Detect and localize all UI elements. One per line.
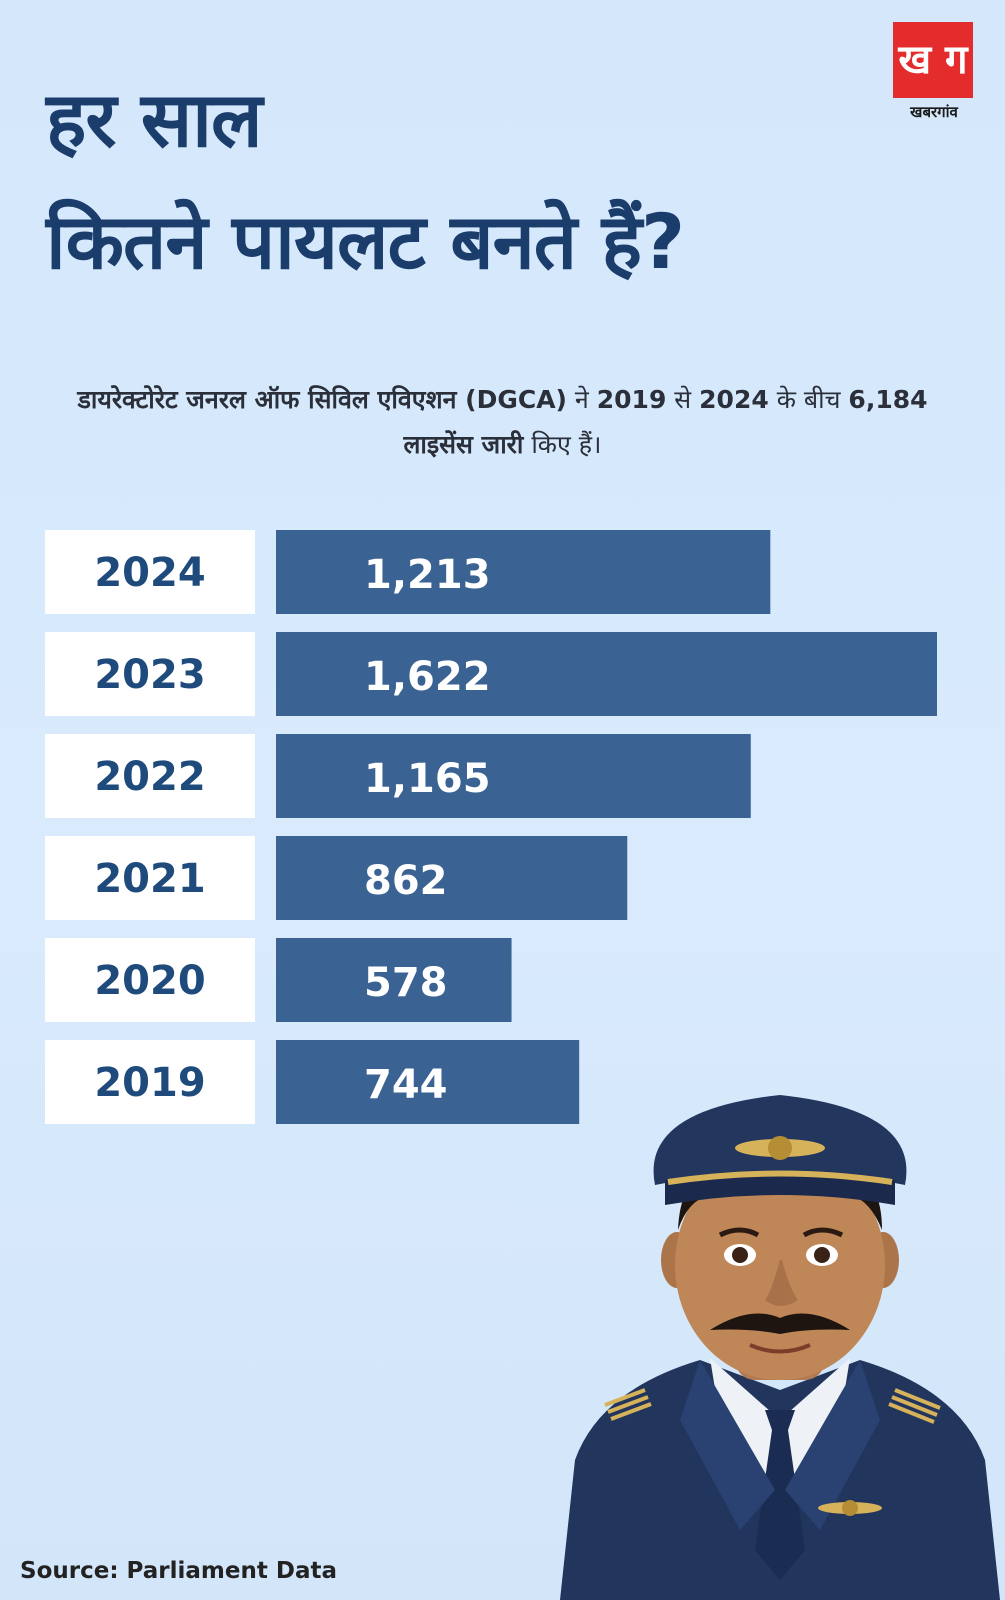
bar-2020 bbox=[276, 938, 512, 1022]
subtitle-year-end: 2024 bbox=[699, 385, 769, 414]
year-label-2022: 2022 bbox=[94, 754, 205, 800]
year-label-2021: 2021 bbox=[94, 856, 205, 902]
value-label-2024: 1,213 bbox=[364, 552, 491, 598]
subtitle-se: से bbox=[666, 385, 700, 414]
subtitle-ne: ने bbox=[566, 385, 597, 414]
year-box-2024 bbox=[45, 530, 255, 614]
subtitle: डायरेक्टोरेट जनरल ऑफ सिविल एविएशन (DGCA)… bbox=[40, 377, 965, 467]
year-box-2023 bbox=[45, 632, 255, 716]
logo-mark: ख ग bbox=[893, 22, 973, 98]
year-label-2024: 2024 bbox=[94, 550, 205, 596]
bar-row-2024: 2024 1,213 bbox=[45, 530, 771, 614]
bar-row-2021: 2021 862 bbox=[45, 836, 628, 920]
year-box-2022 bbox=[45, 734, 255, 818]
subtitle-kiye-hain: किए हैं। bbox=[523, 430, 602, 459]
year-label-2023: 2023 bbox=[94, 652, 205, 698]
year-box-2020 bbox=[45, 938, 255, 1022]
subtitle-year-start: 2019 bbox=[596, 385, 667, 414]
value-label-2023: 1,622 bbox=[364, 654, 491, 700]
source-note: Source: Parliament Data bbox=[20, 1558, 337, 1584]
subtitle-ke-beech: के बीच bbox=[768, 385, 849, 414]
brand-logo[interactable]: ख ग खबरगांव bbox=[893, 22, 975, 122]
bar-2023 bbox=[276, 632, 937, 716]
year-label-2019: 2019 bbox=[94, 1060, 205, 1106]
bar-2021 bbox=[276, 836, 628, 920]
bar-2022 bbox=[276, 734, 751, 818]
pilot-illustration bbox=[560, 1095, 1000, 1600]
year-label-2020: 2020 bbox=[94, 958, 205, 1004]
value-label-2022: 1,165 bbox=[364, 756, 491, 802]
bar-row-2019: 2019 744 bbox=[45, 1040, 580, 1124]
subtitle-license-count: 6,184 लाइसेंस जारी bbox=[403, 385, 928, 459]
bar-row-2022: 2022 1,165 bbox=[45, 734, 751, 818]
subtitle-dgca: डायरेक्टोरेट जनरल ऑफ सिविल एविएशन (DGCA) bbox=[77, 385, 567, 414]
year-box-2019 bbox=[45, 1040, 255, 1124]
title-line-2: कितने पायलट बनते हैं? bbox=[46, 197, 685, 286]
value-label-2020: 578 bbox=[364, 960, 448, 1006]
year-box-2021 bbox=[45, 836, 255, 920]
bar-row-2023: 2023 1,622 bbox=[45, 632, 937, 716]
logo-name: खबरगांव bbox=[910, 103, 958, 121]
bar-2019 bbox=[276, 1040, 580, 1124]
bar-2024 bbox=[276, 530, 771, 614]
title-line-1: हर साल bbox=[46, 75, 262, 164]
value-label-2019: 744 bbox=[364, 1062, 448, 1108]
bar-row-2020: 2020 578 bbox=[45, 938, 512, 1022]
value-label-2021: 862 bbox=[364, 858, 448, 904]
bar-chart: 2024 1,213 2023 1,622 2022 1,165 2021 862 2020 57… bbox=[45, 530, 937, 1124]
